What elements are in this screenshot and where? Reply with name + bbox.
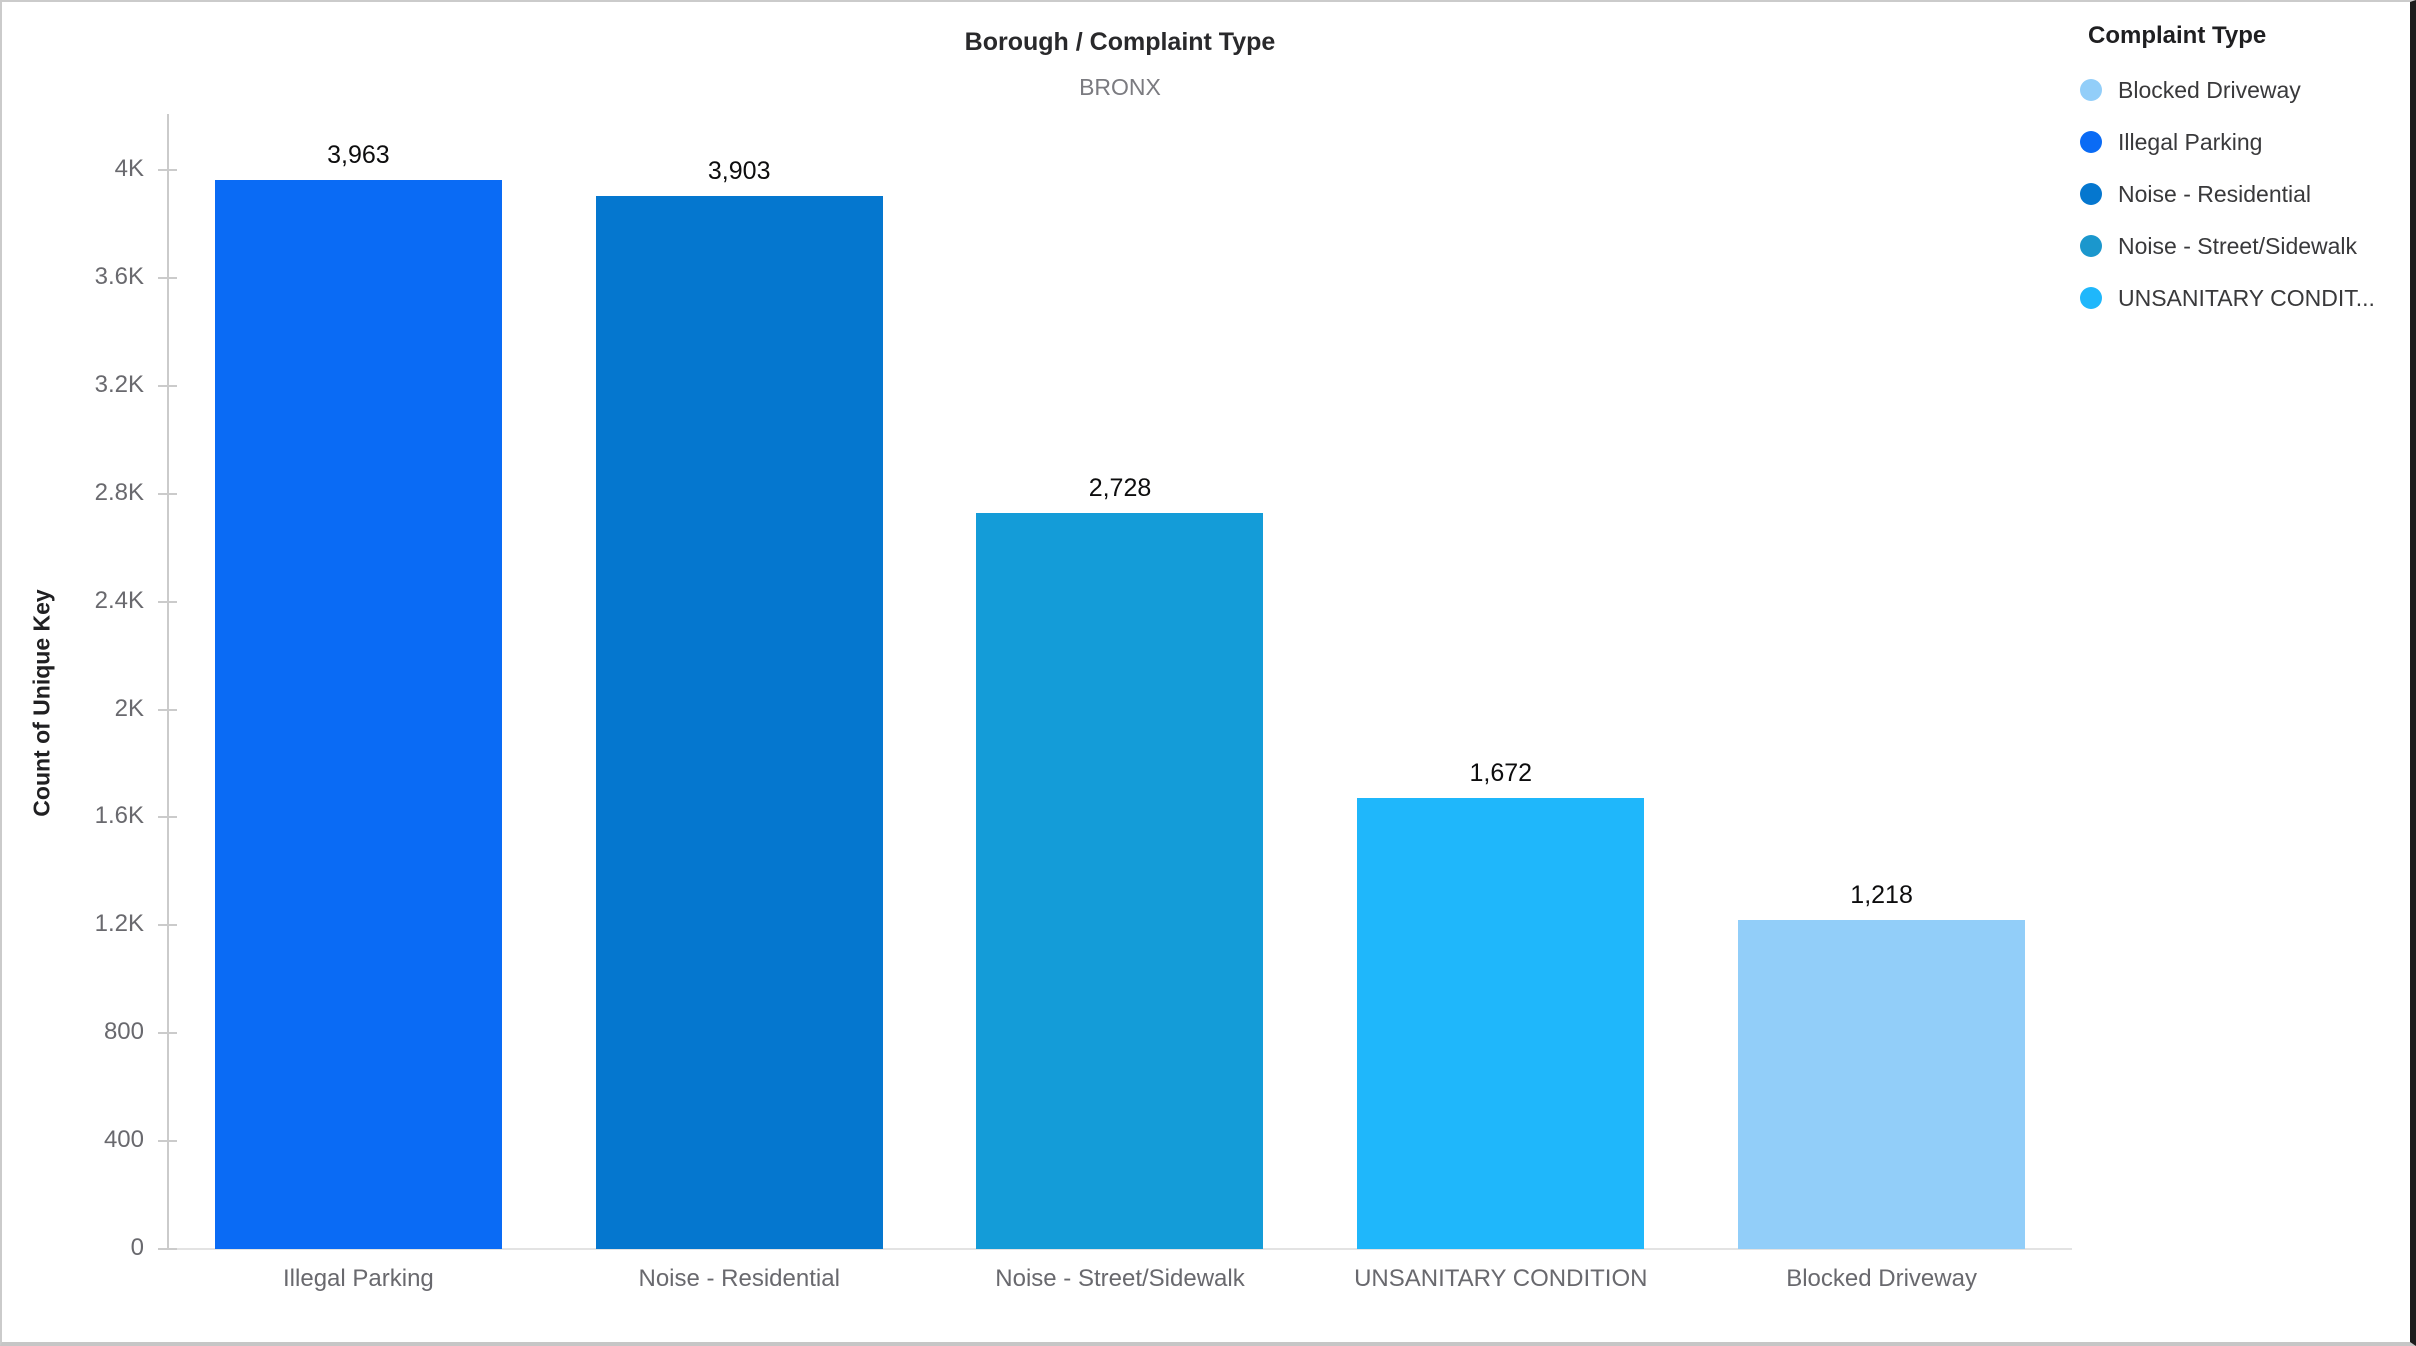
x-axis-category-label: UNSANITARY CONDITION [1354,1265,1648,1292]
legend: Complaint Type Blocked Driveway Illegal P… [2080,22,2410,324]
bar-slot: 3,963 Illegal Parking [168,141,549,1292]
y-tick-label: 4K [114,155,144,182]
y-tick-mark [158,492,177,495]
bar-blocked-driveway[interactable] [1738,920,2026,1249]
y-tick-label: 3.2K [94,370,144,398]
y-tick-label: 1.6K [94,802,144,830]
legend-item-label: Noise - Residential [2118,180,2312,207]
bar-slot: 3,903 Noise - Residential [549,157,930,1292]
legend-item-label: Noise - Street/Sidewalk [2118,232,2358,259]
y-tick-mark [158,1032,177,1035]
x-axis-category-label: Blocked Driveway [1786,1265,1977,1292]
y-tick-mark [158,169,177,171]
y-axis-line [167,114,169,1249]
legend-color-dot-icon [2080,235,2102,257]
bar-value-label: 1,218 [1850,881,1913,910]
x-axis-category-label: Noise - Residential [638,1265,840,1292]
legend-item-blocked-driveway[interactable]: Blocked Driveway [2080,64,2410,116]
y-tick-label: 1.2K [94,910,144,938]
y-tick-mark [158,1248,177,1250]
legend-item-label: UNSANITARY CONDIT... [2118,284,2375,311]
x-axis-line [168,1248,2072,1250]
bar-slot: 1,218 Blocked Driveway [1691,170,2072,1292]
bar-value-label: 3,903 [707,157,771,186]
y-tick-mark [158,600,177,603]
y-tick-label: 0 [130,1234,144,1261]
legend-items: Blocked Driveway Illegal Parking Noise - R… [2080,64,2410,324]
y-tick-label: 3.6K [94,262,144,290]
bar-noise-residential[interactable] [595,196,883,1249]
y-tick-label: 400 [103,1126,144,1154]
legend-color-dot-icon [2080,131,2102,153]
legend-color-dot-icon [2080,287,2102,309]
bar-value-label: 3,963 [327,140,390,169]
y-tick-label: 2.8K [94,478,144,506]
x-axis-category-label: Illegal Parking [283,1265,434,1292]
y-tick-mark [158,276,177,279]
bar-noise-street-sidewalk[interactable] [976,513,1264,1249]
legend-title: Complaint Type [2088,22,2267,49]
legend-color-dot-icon [2080,79,2102,101]
bar-slot: 1,672 UNSANITARY CONDITION [1310,170,1691,1292]
legend-item-illegal-parking[interactable]: Illegal Parking [2080,116,2410,168]
y-tick-label: 2.4K [94,586,144,614]
y-tick-label: 800 [103,1018,144,1046]
legend-item-unsanitary-condit-[interactable]: UNSANITARY CONDIT... [2080,272,2410,324]
legend-item-label: Blocked Driveway [2118,76,2301,103]
plot-area: 0 400 800 1.2K 1.6K 2K 2.4K 2.8K 3.2K 3.6K 4K 3,963… [95,141,2072,1292]
y-tick-mark [158,924,177,927]
bar-value-label: 1,672 [1469,758,1533,787]
chart-subtitle: BRONX [1079,74,1161,100]
y-tick-mark [158,1140,177,1143]
y-tick-mark [158,816,177,819]
legend-item-noise-street-sidewalk[interactable]: Noise - Street/Sidewalk [2080,220,2410,272]
y-tick-mark [158,384,177,387]
bar-unsanitary-condition[interactable] [1357,797,1645,1249]
legend-color-dot-icon [2080,183,2102,205]
bar-illegal-parking[interactable] [214,179,502,1249]
x-axis-category-label: Noise - Street/Sidewalk [995,1265,1245,1292]
y-tick-mark [158,708,177,711]
legend-item-label: Illegal Parking [2118,128,2263,155]
y-tick-label: 2K [114,694,144,722]
chart-title: Borough / Complaint Type [964,28,1276,56]
bar-value-label: 2,728 [1088,474,1152,503]
bar-slot: 2,728 Noise - Street/Sidewalk [930,170,1311,1292]
legend-item-noise-residential[interactable]: Noise - Residential [2080,168,2410,220]
